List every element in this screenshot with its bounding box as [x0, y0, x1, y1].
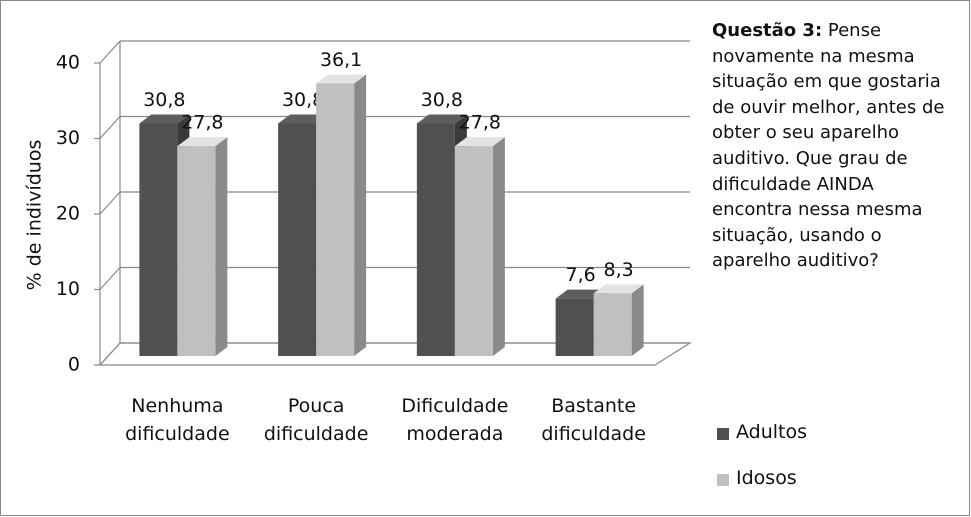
bar-side: [492, 137, 505, 356]
grid-depth: [99, 267, 121, 290]
legend-label: Adultos: [736, 421, 808, 443]
bar-top: [454, 137, 505, 147]
bar: [555, 298, 594, 356]
legend-swatch: [717, 474, 729, 486]
y-tick-label: 40: [56, 52, 80, 74]
bar-side: [215, 137, 228, 356]
grid-depth: [99, 342, 121, 366]
bar-top: [593, 284, 644, 294]
y-axis-label: % de indivíduos: [24, 140, 46, 291]
legend-swatch: [717, 428, 729, 440]
y-tick-label: 0: [68, 354, 80, 376]
legend-label: Idosos: [736, 467, 797, 489]
bar-top: [177, 137, 228, 147]
grid-depth: [99, 40, 121, 64]
bar: [416, 123, 455, 357]
value-label: 27,8: [459, 112, 501, 134]
x-tick-label: Dificuldade moderada: [401, 395, 509, 445]
bar-top: [139, 114, 190, 124]
value-label: 36,1: [320, 49, 362, 71]
x-tick-label: Bastante dificuldade: [541, 395, 646, 445]
bar-side: [354, 74, 367, 356]
bar-top: [555, 289, 606, 299]
value-label: 30,8: [282, 89, 324, 111]
bar: [593, 293, 632, 356]
bar: [316, 83, 355, 356]
bar-top: [278, 114, 329, 124]
bar-side: [631, 284, 644, 356]
y-tick-label: 20: [56, 203, 80, 225]
x-tick-label: Nenhuma dificuldade: [125, 395, 230, 445]
bar: [139, 123, 178, 357]
grid-depth: [99, 191, 121, 215]
x-tick-label: Pouca dificuldade: [263, 395, 369, 445]
grid-depth: [99, 116, 121, 139]
bar: [454, 146, 493, 356]
annotation: Questão 3: Pense novamente na mesma situ…: [712, 18, 952, 274]
annotation-text: Pense novamente na mesma situação em que…: [712, 20, 945, 272]
bar: [177, 146, 216, 356]
y-tick-label: 30: [56, 127, 80, 149]
bar: [278, 123, 317, 357]
bar-top: [416, 114, 467, 124]
value-label: 8,3: [604, 259, 634, 281]
value-label: 27,8: [181, 112, 223, 134]
annotation-label: Questão 3:: [712, 20, 823, 41]
value-label: 7,6: [566, 264, 596, 286]
y-tick-label: 10: [56, 278, 80, 300]
value-label: 30,8: [143, 89, 185, 111]
bar-top: [316, 74, 367, 84]
value-label: 30,8: [421, 89, 463, 111]
